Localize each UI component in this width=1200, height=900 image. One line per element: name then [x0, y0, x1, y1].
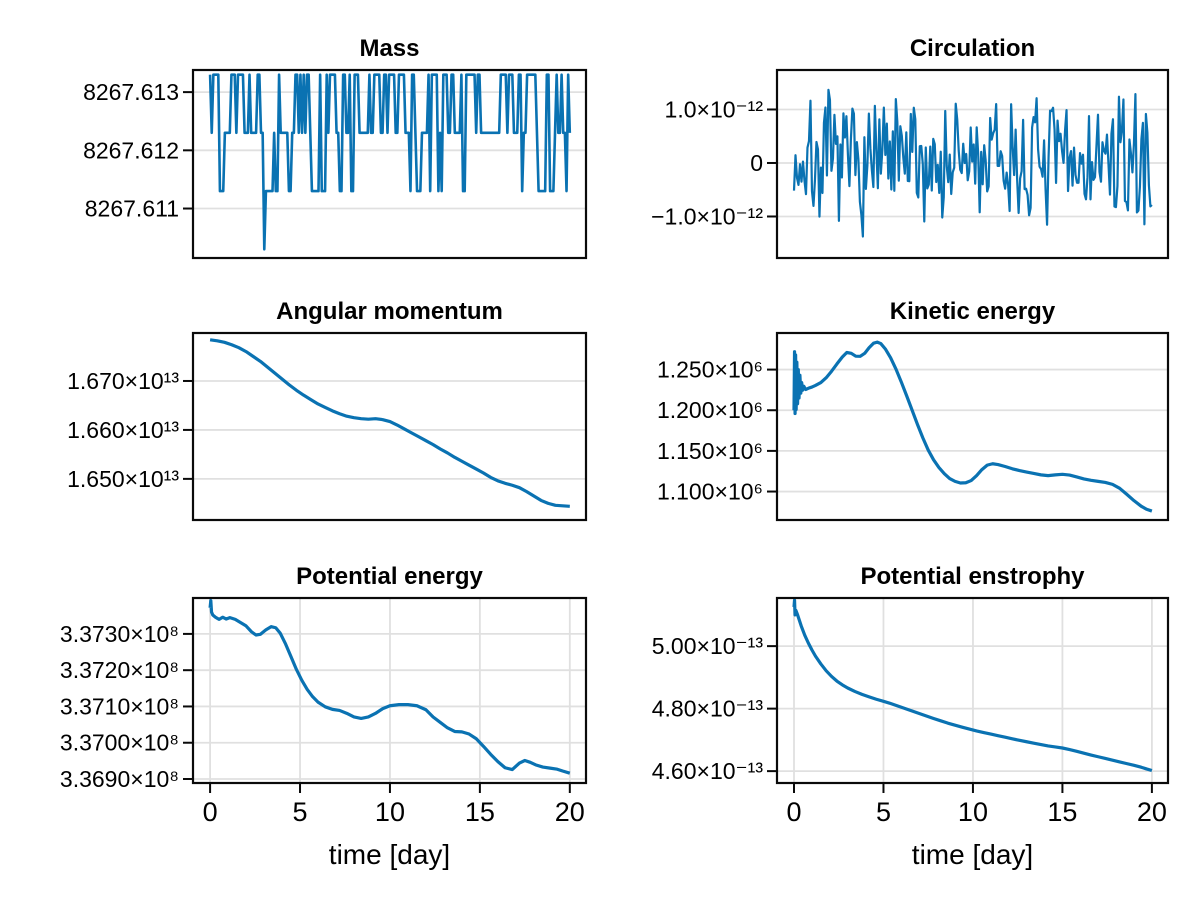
potential-ytick-label: 3.3730×10⁸: [60, 621, 179, 647]
potential-enstrophy-title: Potential enstrophy: [860, 563, 1085, 590]
kinetic-energy-title: Kinetic energy: [890, 298, 1056, 325]
potential-enstrophy-plot-area: 4.60×10⁻¹³ 4.80×10⁻¹³ 5.00×10⁻¹³ 0 5 10 15 20: [652, 596, 1170, 827]
subplot-potential-enstrophy: 4.60×10⁻¹³ 4.80×10⁻¹³ 5.00×10⁻¹³ 0 5 10 15 20 P…: [652, 563, 1170, 870]
angular-ytick-label: 1.670×10¹³: [67, 368, 179, 394]
mass-ticks: [183, 91, 193, 210]
angular-momentum-plot-area: 1.650×10¹³ 1.660×10¹³ 1.670×10¹³: [67, 331, 588, 522]
enstrophy-ytick-label: 4.60×10⁻¹³: [652, 758, 764, 784]
enstrophy-gridlines: [777, 598, 1168, 783]
potential-frame: [191, 596, 588, 785]
angular-momentum-title: Angular momentum: [276, 298, 503, 325]
enstrophy-frame: [775, 596, 1170, 785]
angular-ytick-label: 1.660×10¹³: [67, 417, 179, 443]
kinetic-frame: [775, 331, 1170, 522]
enstrophy-tick-labels: 4.60×10⁻¹³ 4.80×10⁻¹³ 5.00×10⁻¹³ 0 5 10 15 20: [652, 633, 1167, 827]
potential-energy-plot-area: 3.3690×10⁸ 3.3700×10⁸ 3.3710×10⁸ 3.3720×10⁸…: [60, 596, 588, 827]
potential-ytick-label: 3.3710×10⁸: [60, 693, 179, 719]
angular-series-line: [209, 338, 570, 508]
enstrophy-xtick-label: 0: [786, 797, 801, 827]
potential-energy-title: Potential energy: [296, 563, 483, 590]
mass-ytick-label: 8267.613: [83, 79, 179, 105]
kinetic-energy-plot-area: 1.100×10⁶ 1.150×10⁶ 1.200×10⁶ 1.250×10⁶: [657, 331, 1170, 522]
enstrophy-ticks: [767, 645, 1153, 793]
circulation-ytick-label: 1.0×10⁻¹²: [665, 96, 764, 122]
potential-ytick-label: 3.3700×10⁸: [60, 730, 179, 756]
circulation-frame: [775, 68, 1170, 260]
enstrophy-xtick-label: 5: [876, 797, 891, 827]
enstrophy-xtick-label: 15: [1047, 797, 1077, 827]
mass-ytick-label: 8267.611: [85, 196, 179, 222]
angular-frame: [191, 331, 588, 522]
circulation-ytick-label: 0: [750, 150, 763, 176]
subplot-kinetic-energy: 1.100×10⁶ 1.150×10⁶ 1.200×10⁶ 1.250×10⁶ Kin…: [657, 298, 1170, 522]
subplot-circulation: −1.0×10⁻¹² 0 1.0×10⁻¹² Circulation: [651, 35, 1170, 260]
kinetic-series-line: [792, 340, 1153, 513]
potential-ytick-label: 3.3690×10⁸: [60, 766, 179, 792]
circulation-ticks: [767, 108, 777, 218]
potential-ticks: [183, 632, 571, 793]
angular-tick-labels: 1.650×10¹³ 1.660×10¹³ 1.670×10¹³: [67, 368, 179, 492]
potential-ytick-label: 3.3720×10⁸: [60, 657, 179, 683]
circulation-title: Circulation: [910, 35, 1035, 62]
potential-xtick-label: 0: [203, 797, 218, 827]
potential-xtick-label: 10: [375, 797, 405, 827]
potential-xtick-label: 5: [293, 797, 308, 827]
enstrophy-series-line: [792, 598, 1153, 773]
mass-series-line: [208, 73, 572, 251]
enstrophy-xtick-label: 20: [1137, 797, 1167, 827]
subplot-angular-momentum: 1.650×10¹³ 1.660×10¹³ 1.670×10¹³ Angular m…: [67, 298, 588, 522]
subplot-mass: 8267.611 8267.612 8267.613 Mass: [83, 35, 588, 260]
mass-ytick-label: 8267.612: [83, 137, 179, 163]
circulation-tick-labels: −1.0×10⁻¹² 0 1.0×10⁻¹²: [651, 96, 763, 229]
kinetic-ytick-label: 1.200×10⁶: [657, 397, 763, 423]
mass-plot-area: 8267.611 8267.612 8267.613: [83, 68, 588, 260]
potential-tick-labels: 3.3690×10⁸ 3.3700×10⁸ 3.3710×10⁸ 3.3720×10⁸…: [60, 621, 585, 827]
kinetic-ytick-label: 1.250×10⁶: [657, 357, 763, 383]
x-axis-label-right: time [day]: [912, 839, 1033, 870]
enstrophy-xtick-label: 10: [958, 797, 988, 827]
potential-xtick-label: 15: [465, 797, 495, 827]
subplot-potential-energy: 3.3690×10⁸ 3.3700×10⁸ 3.3710×10⁸ 3.3720×10⁸…: [60, 563, 588, 870]
circulation-ytick-label: −1.0×10⁻¹²: [651, 203, 763, 229]
enstrophy-ytick-label: 4.80×10⁻¹³: [652, 696, 764, 722]
potential-xtick-label: 20: [555, 797, 585, 827]
kinetic-tick-labels: 1.100×10⁶ 1.150×10⁶ 1.200×10⁶ 1.250×10⁶: [657, 357, 763, 505]
mass-frame: [191, 68, 588, 260]
angular-gridlines: [193, 380, 586, 480]
angular-ytick-label: 1.650×10¹³: [67, 466, 179, 492]
potential-series-line: [208, 598, 571, 775]
enstrophy-ytick-label: 5.00×10⁻¹³: [652, 633, 764, 659]
potential-gridlines: [193, 598, 586, 783]
kinetic-ytick-label: 1.150×10⁶: [657, 438, 763, 464]
kinetic-ticks: [767, 368, 777, 493]
mass-title: Mass: [359, 35, 419, 62]
kinetic-gridlines: [777, 368, 1168, 493]
x-axis-label-left: time [day]: [329, 839, 450, 870]
mass-tick-labels: 8267.611 8267.612 8267.613: [83, 79, 179, 221]
circulation-series-line: [792, 88, 1153, 238]
angular-ticks: [183, 379, 193, 480]
kinetic-ytick-label: 1.100×10⁶: [657, 479, 763, 505]
circulation-plot-area: −1.0×10⁻¹² 0 1.0×10⁻¹²: [651, 68, 1170, 260]
